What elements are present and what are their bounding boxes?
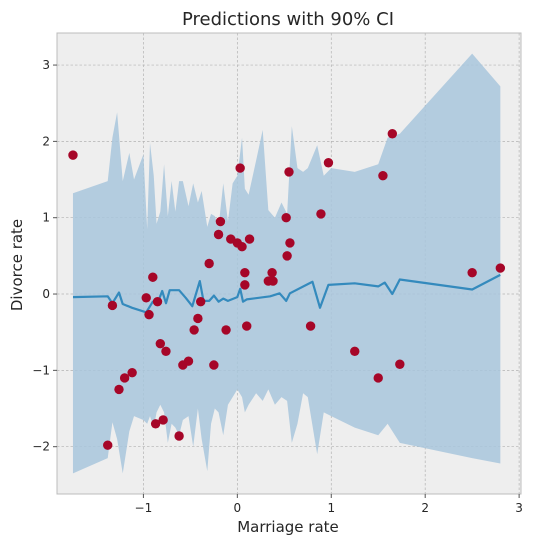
data-point [378, 171, 388, 181]
x-axis-label: Marriage rate [237, 518, 339, 536]
x-tick-label: 0 [234, 501, 242, 515]
data-point [158, 415, 168, 425]
y-tick-label: −2 [32, 440, 50, 454]
plot-area: −1 0 1 2 3 −2 −1 0 1 2 3 [32, 32, 523, 515]
data-point [285, 238, 295, 248]
data-point [183, 356, 194, 366]
y-tick-label: 1 [42, 211, 50, 225]
y-tick-label: 0 [42, 287, 50, 301]
data-point [150, 419, 161, 429]
data-point [148, 272, 158, 282]
data-point [161, 346, 171, 356]
data-point [204, 258, 214, 269]
data-point [387, 129, 398, 139]
data-point [103, 440, 113, 450]
data-point [284, 167, 294, 177]
data-point [127, 367, 137, 378]
x-tick-label: 1 [327, 501, 335, 515]
data-point [141, 293, 151, 303]
data-point [114, 384, 124, 395]
data-point [144, 309, 154, 320]
data-point [213, 229, 224, 240]
data-point [323, 158, 334, 168]
data-point [350, 346, 360, 356]
data-point [119, 373, 130, 383]
data-point [495, 263, 506, 273]
data-point [68, 150, 78, 160]
x-tick-label: 3 [515, 501, 523, 515]
data-point [221, 325, 231, 335]
data-point [282, 251, 292, 261]
data-point [209, 360, 219, 370]
data-point [189, 325, 199, 335]
data-point [240, 267, 250, 278]
data-point [305, 321, 316, 331]
data-point [107, 300, 118, 311]
data-point [152, 296, 163, 307]
x-tick-label: 2 [421, 501, 429, 515]
data-point [196, 296, 206, 307]
y-tick-label: 2 [42, 134, 50, 148]
x-tick-label: −1 [135, 501, 153, 515]
data-point [281, 213, 291, 223]
data-point [193, 313, 203, 324]
prediction-line [72, 273, 501, 314]
data-point [316, 209, 326, 219]
data-point [373, 373, 383, 383]
y-tick-label: −1 [32, 363, 50, 377]
data-point [174, 431, 184, 441]
data-point [467, 267, 477, 278]
data-point [215, 216, 226, 227]
plot-frame [56, 32, 522, 495]
chart-title: Predictions with 90% CI [182, 9, 394, 30]
y-axis-label: Divorce rate [8, 219, 26, 311]
y-tick-label: 3 [42, 58, 50, 72]
data-point [155, 338, 166, 349]
data-point [235, 163, 245, 173]
data-point [237, 242, 247, 252]
data-point [267, 267, 277, 278]
data-point [395, 359, 405, 369]
data-point [242, 321, 252, 331]
data-point [240, 280, 250, 290]
data-point [244, 234, 255, 244]
data-point [268, 276, 278, 286]
